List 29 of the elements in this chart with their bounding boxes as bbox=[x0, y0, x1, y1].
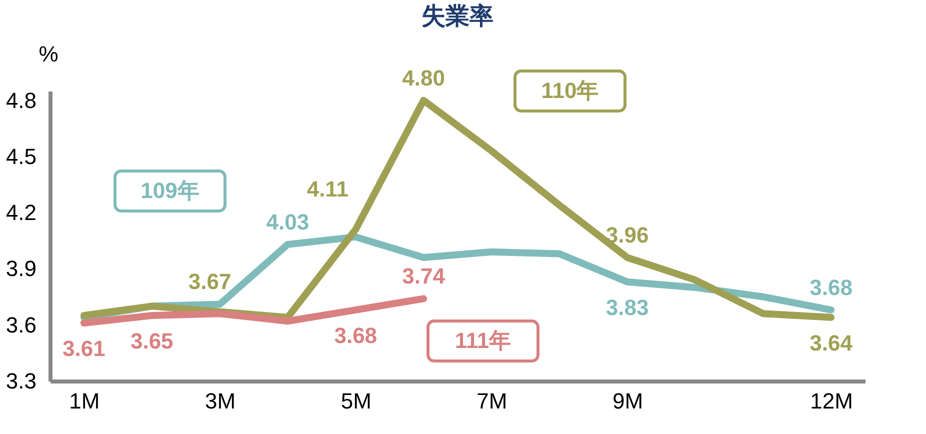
text: 110年 bbox=[541, 78, 599, 103]
x-tick-label: 9M bbox=[612, 388, 644, 414]
y-tick-label: 4.8 bbox=[6, 88, 36, 113]
y-tick-label: 3.9 bbox=[6, 256, 36, 282]
y-tick-label: 3.3 bbox=[6, 368, 36, 394]
data-label: 4.03 bbox=[266, 209, 310, 234]
x-tick-label: 5M bbox=[340, 388, 372, 414]
series-label: 111年 bbox=[454, 328, 512, 353]
y-tick-label: 4.5 bbox=[6, 144, 36, 169]
y-tick-label: 3.6 bbox=[6, 312, 36, 338]
data-label: 3.68 bbox=[810, 274, 852, 300]
chart-title: 失業率 bbox=[422, 3, 494, 30]
data-label: 3.64 bbox=[810, 330, 854, 356]
x-tick-label: 7M bbox=[476, 388, 508, 414]
x-tick-label: 3M bbox=[205, 388, 236, 414]
data-label: 3.68 bbox=[334, 322, 378, 348]
data-label: 3.61 bbox=[62, 336, 106, 361]
data-label: 4.11 bbox=[306, 176, 348, 202]
y-tick-label: 4.2 bbox=[6, 200, 36, 226]
data-label: 4.80 bbox=[402, 65, 445, 90]
y-axis-title: % bbox=[38, 42, 58, 66]
data-label: 3.67 bbox=[188, 268, 232, 294]
data-label: 3.65 bbox=[130, 328, 174, 354]
data-label: 3.74 bbox=[402, 264, 446, 289]
x-tick-label: 12M bbox=[810, 388, 853, 414]
data-label: 3.83 bbox=[606, 294, 649, 320]
x-tick-label: 1M bbox=[69, 388, 100, 414]
data-label: 3.96 bbox=[606, 222, 649, 248]
text: 109年 bbox=[140, 178, 200, 203]
